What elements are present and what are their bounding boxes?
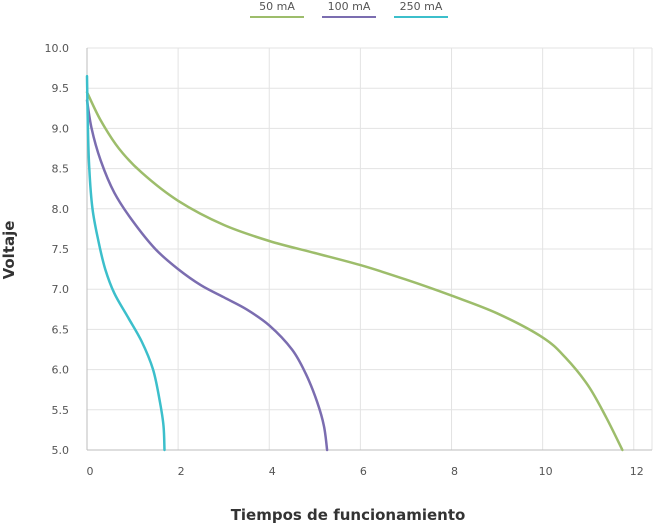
- y-tick-label: 9.5: [52, 82, 70, 95]
- y-tick-label: 8.5: [52, 163, 70, 176]
- legend-label-2: 250 mA: [400, 0, 443, 13]
- y-tick-label: 7.0: [52, 283, 70, 296]
- series-line-2: [85, 74, 166, 452]
- y-tick-label: 5.0: [52, 444, 70, 457]
- x-tick-labels: 0 2 4 6 8 10 12: [87, 465, 644, 478]
- legend: 50 mA 100 mA 250 mA: [250, 0, 448, 18]
- y-tick-label: 8.0: [52, 203, 70, 216]
- x-tick-label: 0: [87, 465, 94, 478]
- x-tick-label: 10: [539, 465, 553, 478]
- series-line-0: [85, 90, 624, 452]
- y-tick-label: 5.5: [52, 404, 70, 417]
- series-line-1: [85, 99, 329, 452]
- legend-label-1: 100 mA: [328, 0, 371, 13]
- series-layer: [85, 74, 624, 452]
- x-tick-label: 4: [269, 465, 276, 478]
- x-axis-title: Tiempos de funcionamiento: [231, 506, 466, 523]
- x-tick-label: 8: [451, 465, 458, 478]
- y-tick-label: 10.0: [45, 42, 70, 55]
- x-tick-label: 6: [360, 465, 367, 478]
- y-tick-label: 6.0: [52, 364, 70, 377]
- y-tick-label: 9.0: [52, 122, 70, 135]
- x-tick-label: 2: [178, 465, 185, 478]
- grid: [86, 47, 653, 451]
- y-axis-title: Voltaje: [0, 221, 18, 280]
- x-tick-label: 12: [630, 465, 644, 478]
- legend-label-0: 50 mA: [259, 0, 295, 13]
- y-tick-label: 6.5: [52, 323, 70, 336]
- y-tick-label: 7.5: [52, 243, 70, 256]
- y-tick-labels: 5.0 5.5 6.0 6.5 7.0 7.5 8.0 8.5 9.0 9.5 10.0: [45, 42, 70, 457]
